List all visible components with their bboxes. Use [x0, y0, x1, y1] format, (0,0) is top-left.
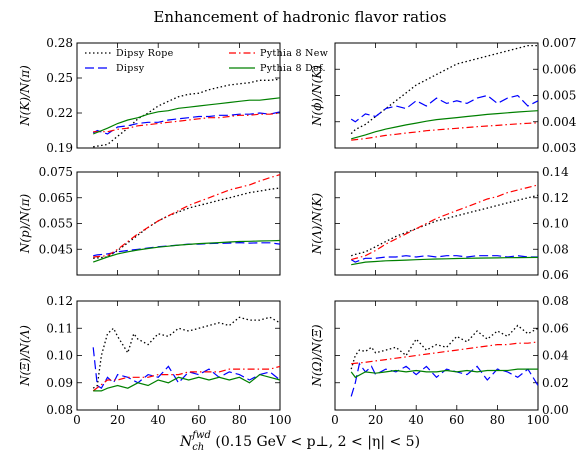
- series-line-p8def: [92, 97, 281, 135]
- y-tick-label: 0.00: [542, 403, 569, 417]
- axes-frame: [76, 42, 281, 149]
- series-line-p8new: [93, 112, 281, 133]
- y-tick-label: 0.08: [46, 403, 73, 417]
- x-tick-label: 40: [151, 413, 166, 427]
- panel-2: 0.045 0.055 0.065 0.075 N(p)/N(π): [18, 165, 281, 276]
- x-tick-label: 20: [110, 413, 125, 427]
- y-tick-label: 0.004: [542, 115, 577, 129]
- series-line-p8new: [351, 184, 539, 261]
- series-line-p8def: [93, 373, 281, 392]
- y-tick-label: 0.12: [46, 294, 73, 308]
- legend-entry-rope: Dipsy Rope: [116, 48, 174, 59]
- y-tick-label: 0.007: [542, 36, 576, 50]
- y-tick-label: 0.02: [542, 376, 569, 390]
- series-line-rope: [92, 316, 281, 389]
- y-tick-label: 0.005: [542, 89, 576, 103]
- x-axis-label: Nchfwd (0.15 GeV < p⊥, 2 < |η| < 5): [179, 430, 420, 453]
- panel-1: 0.003 0.004 0.005 0.006 0.007 N(ϕ)/N(K): [310, 36, 577, 155]
- legend: Dipsy Rope Pythia 8 New Dipsy Pythia 8 Def.: [85, 48, 328, 74]
- y-tick-label: 0.09: [46, 376, 73, 390]
- x-tick-label: 0: [331, 413, 339, 427]
- x-tick-label: 80: [232, 413, 247, 427]
- x-tick-label: 0: [73, 413, 81, 427]
- y-axis-label: N(ϕ)/N(K): [310, 65, 324, 127]
- y-tick-label: 0.045: [39, 242, 73, 256]
- series-line-p8def: [351, 110, 539, 140]
- series-line-p8new: [93, 174, 281, 258]
- y-tick-label: 0.003: [542, 141, 576, 155]
- x-tick-label: 20: [368, 413, 383, 427]
- y-tick-label: 0.10: [46, 349, 73, 363]
- y-axis-label: N(Ω)/N(Ξ): [310, 324, 324, 387]
- x-tick-label: 40: [409, 413, 424, 427]
- panel-0: 0.19 0.22 0.25 0.28 N(K)/N(π) Dipsy Rope Pythi…: [18, 36, 328, 155]
- series-line-p8def: [350, 368, 538, 379]
- x-tick-label: 60: [449, 413, 464, 427]
- y-tick-label: 0.08: [542, 242, 569, 256]
- y-tick-label: 0.055: [39, 217, 73, 231]
- x-tick-label: 60: [191, 413, 206, 427]
- legend-entry-dipsy: Dipsy: [116, 63, 145, 74]
- y-tick-label: 0.25: [46, 71, 73, 85]
- y-tick-label: 0.06: [542, 321, 569, 335]
- y-axis-label: N(K)/N(π): [18, 65, 32, 127]
- series-line-p8def: [92, 239, 281, 263]
- y-tick-label: 0.12: [542, 191, 569, 205]
- y-tick-label: 0.28: [46, 36, 73, 50]
- panels: 0.19 0.22 0.25 0.28 N(K)/N(π) Dipsy Rope Pythi…: [18, 36, 577, 427]
- panel-4: 0.08 0.09 0.10 0.11 0.12 0 20 40 60 80 100 N(Ξ)/N(Λ…: [18, 294, 291, 427]
- y-tick-label: 0.006: [542, 62, 576, 76]
- series-line-dipsy: [350, 255, 538, 263]
- legend-entry-p8new: Pythia 8 New: [260, 48, 328, 59]
- figure-title: Enhancement of hadronic flavor ratios: [153, 8, 446, 26]
- y-tick-label: 0.04: [542, 349, 569, 363]
- series-line-rope: [350, 324, 539, 370]
- series-line-dipsy: [92, 111, 281, 135]
- y-tick-label: 0.065: [39, 191, 73, 205]
- x-tick-label: 100: [269, 413, 292, 427]
- series-line-p8new: [351, 122, 539, 141]
- legend-entry-p8def: Pythia 8 Def.: [260, 63, 326, 74]
- y-tick-label: 0.19: [46, 141, 73, 155]
- y-tick-label: 0.075: [39, 165, 73, 179]
- y-tick-label: 0.22: [46, 106, 73, 120]
- y-tick-label: 0.06: [542, 268, 569, 282]
- series-line-dipsy: [350, 94, 539, 123]
- series-line-p8def: [351, 256, 539, 266]
- y-axis-label: N(p)/N(π): [18, 194, 32, 255]
- series-line-rope: [351, 194, 539, 257]
- series-line-p8new: [351, 341, 539, 365]
- y-axis-label: N(Ξ)/N(Λ): [18, 325, 32, 387]
- x-tick-label: 100: [527, 413, 550, 427]
- series-line-p8new: [92, 365, 281, 392]
- y-tick-label: 0.11: [46, 321, 73, 335]
- y-tick-label: 0.08: [542, 294, 569, 308]
- series-line-rope: [93, 187, 281, 259]
- panel-5: 0.00 0.02 0.04 0.06 0.08 0 20 40 60 80 100 N(Ω)/N(Ξ…: [310, 294, 569, 427]
- panel-3: 0.06 0.08 0.10 0.12 0.14 N(Λ)/N(K): [310, 165, 569, 282]
- y-tick-label: 0.10: [542, 217, 569, 231]
- y-axis-label: N(Λ)/N(K): [310, 192, 324, 255]
- x-tick-label: 80: [490, 413, 505, 427]
- y-tick-label: 0.14: [542, 165, 569, 179]
